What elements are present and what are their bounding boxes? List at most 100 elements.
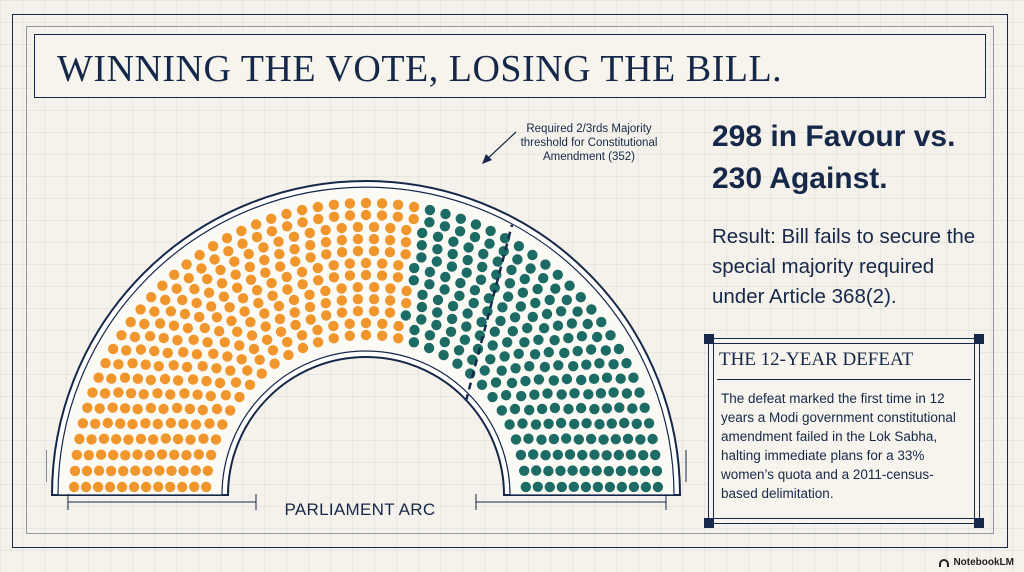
- seat-against: [445, 326, 457, 337]
- seat-favour: [304, 301, 316, 313]
- seat-against: [552, 449, 563, 460]
- seat-against: [589, 449, 600, 460]
- seat-favour: [360, 329, 372, 341]
- seat-favour: [312, 201, 324, 213]
- seat-favour: [336, 283, 347, 294]
- seat-against: [513, 241, 525, 252]
- seat-favour: [145, 374, 156, 386]
- seat-against: [510, 434, 522, 445]
- seat-favour: [275, 326, 287, 337]
- seat-favour: [352, 245, 364, 257]
- seat-against: [549, 402, 561, 414]
- seat-favour: [199, 322, 210, 334]
- seat-favour: [166, 465, 177, 476]
- seat-favour: [230, 377, 242, 388]
- seat-favour: [368, 245, 380, 257]
- seat-against: [517, 418, 528, 429]
- seat-against: [439, 336, 450, 348]
- seat-favour: [185, 434, 196, 445]
- seat-favour: [297, 342, 309, 354]
- seat-favour: [203, 287, 215, 298]
- seat-against: [568, 481, 579, 492]
- seat-against: [532, 481, 543, 492]
- seat-favour: [352, 282, 363, 293]
- seat-favour: [198, 433, 209, 444]
- box-body: The defeat marked the first time in 12 y…: [721, 391, 956, 501]
- seat-favour: [125, 388, 137, 399]
- seat-favour: [225, 365, 236, 376]
- seat-favour: [205, 449, 217, 461]
- seat-against: [586, 304, 597, 315]
- seat-against: [416, 314, 427, 325]
- seat-favour: [211, 403, 223, 415]
- seat-against: [440, 271, 451, 283]
- seat-favour: [149, 345, 160, 357]
- seat-favour: [229, 256, 240, 267]
- seat-favour: [211, 312, 223, 323]
- seat-favour: [243, 248, 254, 260]
- seat-favour: [116, 481, 128, 493]
- title-banner: WINNING THE VOTE, LOSING THE BILL.: [34, 34, 986, 98]
- seat-against: [432, 307, 443, 318]
- parliament-arc-diagram: [46, 131, 687, 510]
- parliament-panel: [46, 110, 690, 540]
- seat-against: [536, 434, 547, 445]
- seat-against: [432, 231, 444, 242]
- seat-favour: [189, 481, 200, 492]
- seat-favour: [93, 465, 105, 476]
- seat-against: [423, 342, 435, 354]
- seat-against: [479, 365, 490, 376]
- seat-against: [520, 375, 531, 387]
- seat-favour: [246, 330, 258, 341]
- seat-favour: [304, 227, 315, 239]
- seat-favour: [368, 233, 380, 245]
- seat-favour: [232, 282, 243, 293]
- seat-favour: [352, 233, 364, 245]
- seat-against: [475, 274, 487, 285]
- seat-favour: [145, 402, 157, 414]
- seat-favour: [179, 308, 191, 320]
- seat-favour: [223, 246, 234, 257]
- seat-against: [510, 363, 521, 374]
- seat-favour: [376, 210, 388, 221]
- seat-favour: [111, 434, 122, 445]
- seat-against: [541, 308, 553, 320]
- seat-against: [452, 358, 463, 369]
- seat-favour: [320, 224, 331, 236]
- seat-favour: [107, 402, 118, 413]
- seat-favour: [157, 280, 168, 291]
- seat-favour: [222, 351, 233, 362]
- seat-favour: [152, 388, 163, 399]
- seat-favour: [132, 449, 143, 460]
- seat-against: [615, 465, 627, 477]
- seat-favour: [400, 237, 412, 248]
- seat-favour: [190, 465, 201, 476]
- seat-against: [588, 373, 600, 384]
- seat-against: [536, 403, 548, 415]
- seat-against: [613, 449, 624, 461]
- seat-against: [455, 277, 466, 289]
- seat-favour: [140, 481, 152, 493]
- seat-against: [582, 318, 593, 330]
- seat-favour: [215, 264, 226, 276]
- seat-favour: [360, 209, 372, 221]
- seat-favour: [304, 289, 315, 300]
- seat-against: [589, 403, 600, 415]
- seat-against: [572, 306, 583, 317]
- seat-against: [575, 402, 587, 414]
- seat-favour: [181, 259, 192, 270]
- seat-against: [492, 256, 503, 267]
- seat-favour: [113, 387, 124, 398]
- seat-against: [606, 418, 617, 429]
- seat-against: [594, 358, 605, 369]
- seat-favour: [385, 222, 396, 234]
- seat-against: [610, 434, 621, 445]
- seat-against: [548, 433, 560, 445]
- seat-favour: [168, 320, 180, 331]
- seat-against: [476, 316, 487, 328]
- arc-frame-inner: [57, 186, 675, 496]
- seat-favour: [169, 449, 180, 460]
- seat-against: [543, 347, 554, 358]
- seat-favour: [119, 372, 131, 383]
- seat-against: [573, 434, 584, 445]
